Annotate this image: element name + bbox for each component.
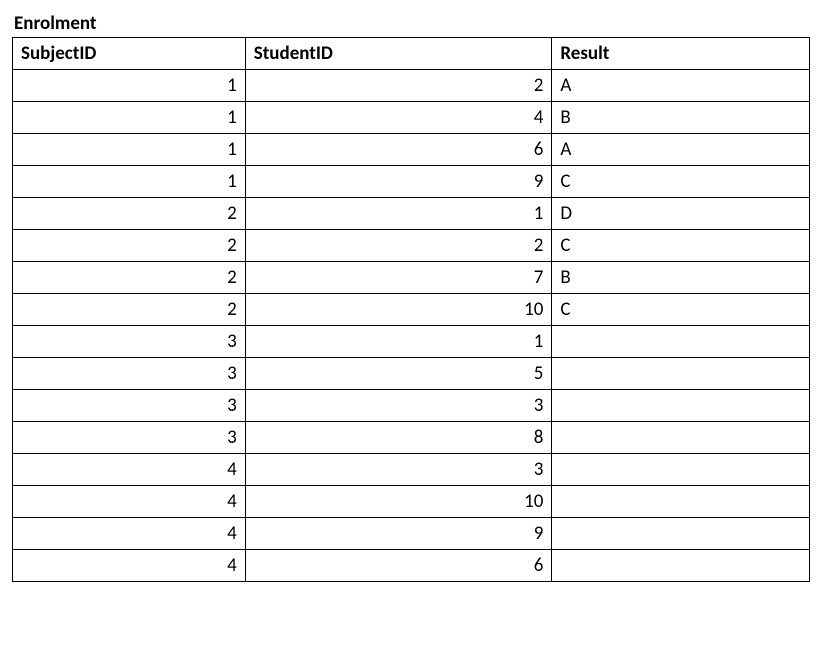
- cell-studentid: 10: [245, 294, 552, 326]
- cell-subjectid: 4: [13, 518, 246, 550]
- table-row: 33: [13, 390, 810, 422]
- cell-subjectid: 3: [13, 326, 246, 358]
- cell-subjectid: 2: [13, 294, 246, 326]
- enrolment-table: SubjectID StudentID Result 12A 14B 16A 1…: [12, 37, 810, 582]
- cell-subjectid: 3: [13, 358, 246, 390]
- cell-subjectid: 3: [13, 422, 246, 454]
- cell-result: [552, 486, 810, 518]
- table-row: 14B: [13, 102, 810, 134]
- cell-studentid: 6: [245, 134, 552, 166]
- cell-result: [552, 422, 810, 454]
- cell-result: D: [552, 198, 810, 230]
- cell-result: [552, 550, 810, 582]
- cell-result: C: [552, 230, 810, 262]
- cell-studentid: 10: [245, 486, 552, 518]
- cell-result: A: [552, 134, 810, 166]
- cell-subjectid: 1: [13, 70, 246, 102]
- cell-result: [552, 326, 810, 358]
- cell-studentid: 8: [245, 422, 552, 454]
- cell-result: C: [552, 294, 810, 326]
- cell-subjectid: 4: [13, 486, 246, 518]
- cell-result: B: [552, 102, 810, 134]
- col-header-subjectid: SubjectID: [13, 38, 246, 70]
- cell-studentid: 9: [245, 166, 552, 198]
- cell-studentid: 4: [245, 102, 552, 134]
- table-row: 19C: [13, 166, 810, 198]
- table-row: 22C: [13, 230, 810, 262]
- cell-result: [552, 518, 810, 550]
- table-title: Enrolment: [12, 12, 810, 35]
- cell-studentid: 3: [245, 390, 552, 422]
- cell-subjectid: 4: [13, 454, 246, 486]
- cell-result: [552, 454, 810, 486]
- table-row: 410: [13, 486, 810, 518]
- table-row: 16A: [13, 134, 810, 166]
- table-header-row: SubjectID StudentID Result: [13, 38, 810, 70]
- cell-subjectid: 2: [13, 230, 246, 262]
- col-header-result: Result: [552, 38, 810, 70]
- col-header-studentid: StudentID: [245, 38, 552, 70]
- cell-studentid: 1: [245, 326, 552, 358]
- cell-result: [552, 390, 810, 422]
- cell-studentid: 5: [245, 358, 552, 390]
- table-row: 21D: [13, 198, 810, 230]
- cell-studentid: 2: [245, 230, 552, 262]
- table-row: 35: [13, 358, 810, 390]
- cell-studentid: 6: [245, 550, 552, 582]
- cell-subjectid: 4: [13, 550, 246, 582]
- cell-result: B: [552, 262, 810, 294]
- cell-subjectid: 1: [13, 166, 246, 198]
- table-row: 12A: [13, 70, 810, 102]
- table-row: 31: [13, 326, 810, 358]
- table-row: 210C: [13, 294, 810, 326]
- table-row: 49: [13, 518, 810, 550]
- cell-subjectid: 1: [13, 102, 246, 134]
- cell-subjectid: 2: [13, 262, 246, 294]
- cell-studentid: 2: [245, 70, 552, 102]
- cell-subjectid: 3: [13, 390, 246, 422]
- cell-result: [552, 358, 810, 390]
- table-row: 46: [13, 550, 810, 582]
- cell-studentid: 1: [245, 198, 552, 230]
- cell-studentid: 9: [245, 518, 552, 550]
- cell-result: A: [552, 70, 810, 102]
- cell-studentid: 7: [245, 262, 552, 294]
- table-row: 27B: [13, 262, 810, 294]
- table-row: 38: [13, 422, 810, 454]
- cell-result: C: [552, 166, 810, 198]
- cell-studentid: 3: [245, 454, 552, 486]
- table-body: 12A 14B 16A 19C 21D 22C 27B 210C 31 35 3…: [13, 70, 810, 582]
- cell-subjectid: 2: [13, 198, 246, 230]
- table-row: 43: [13, 454, 810, 486]
- cell-subjectid: 1: [13, 134, 246, 166]
